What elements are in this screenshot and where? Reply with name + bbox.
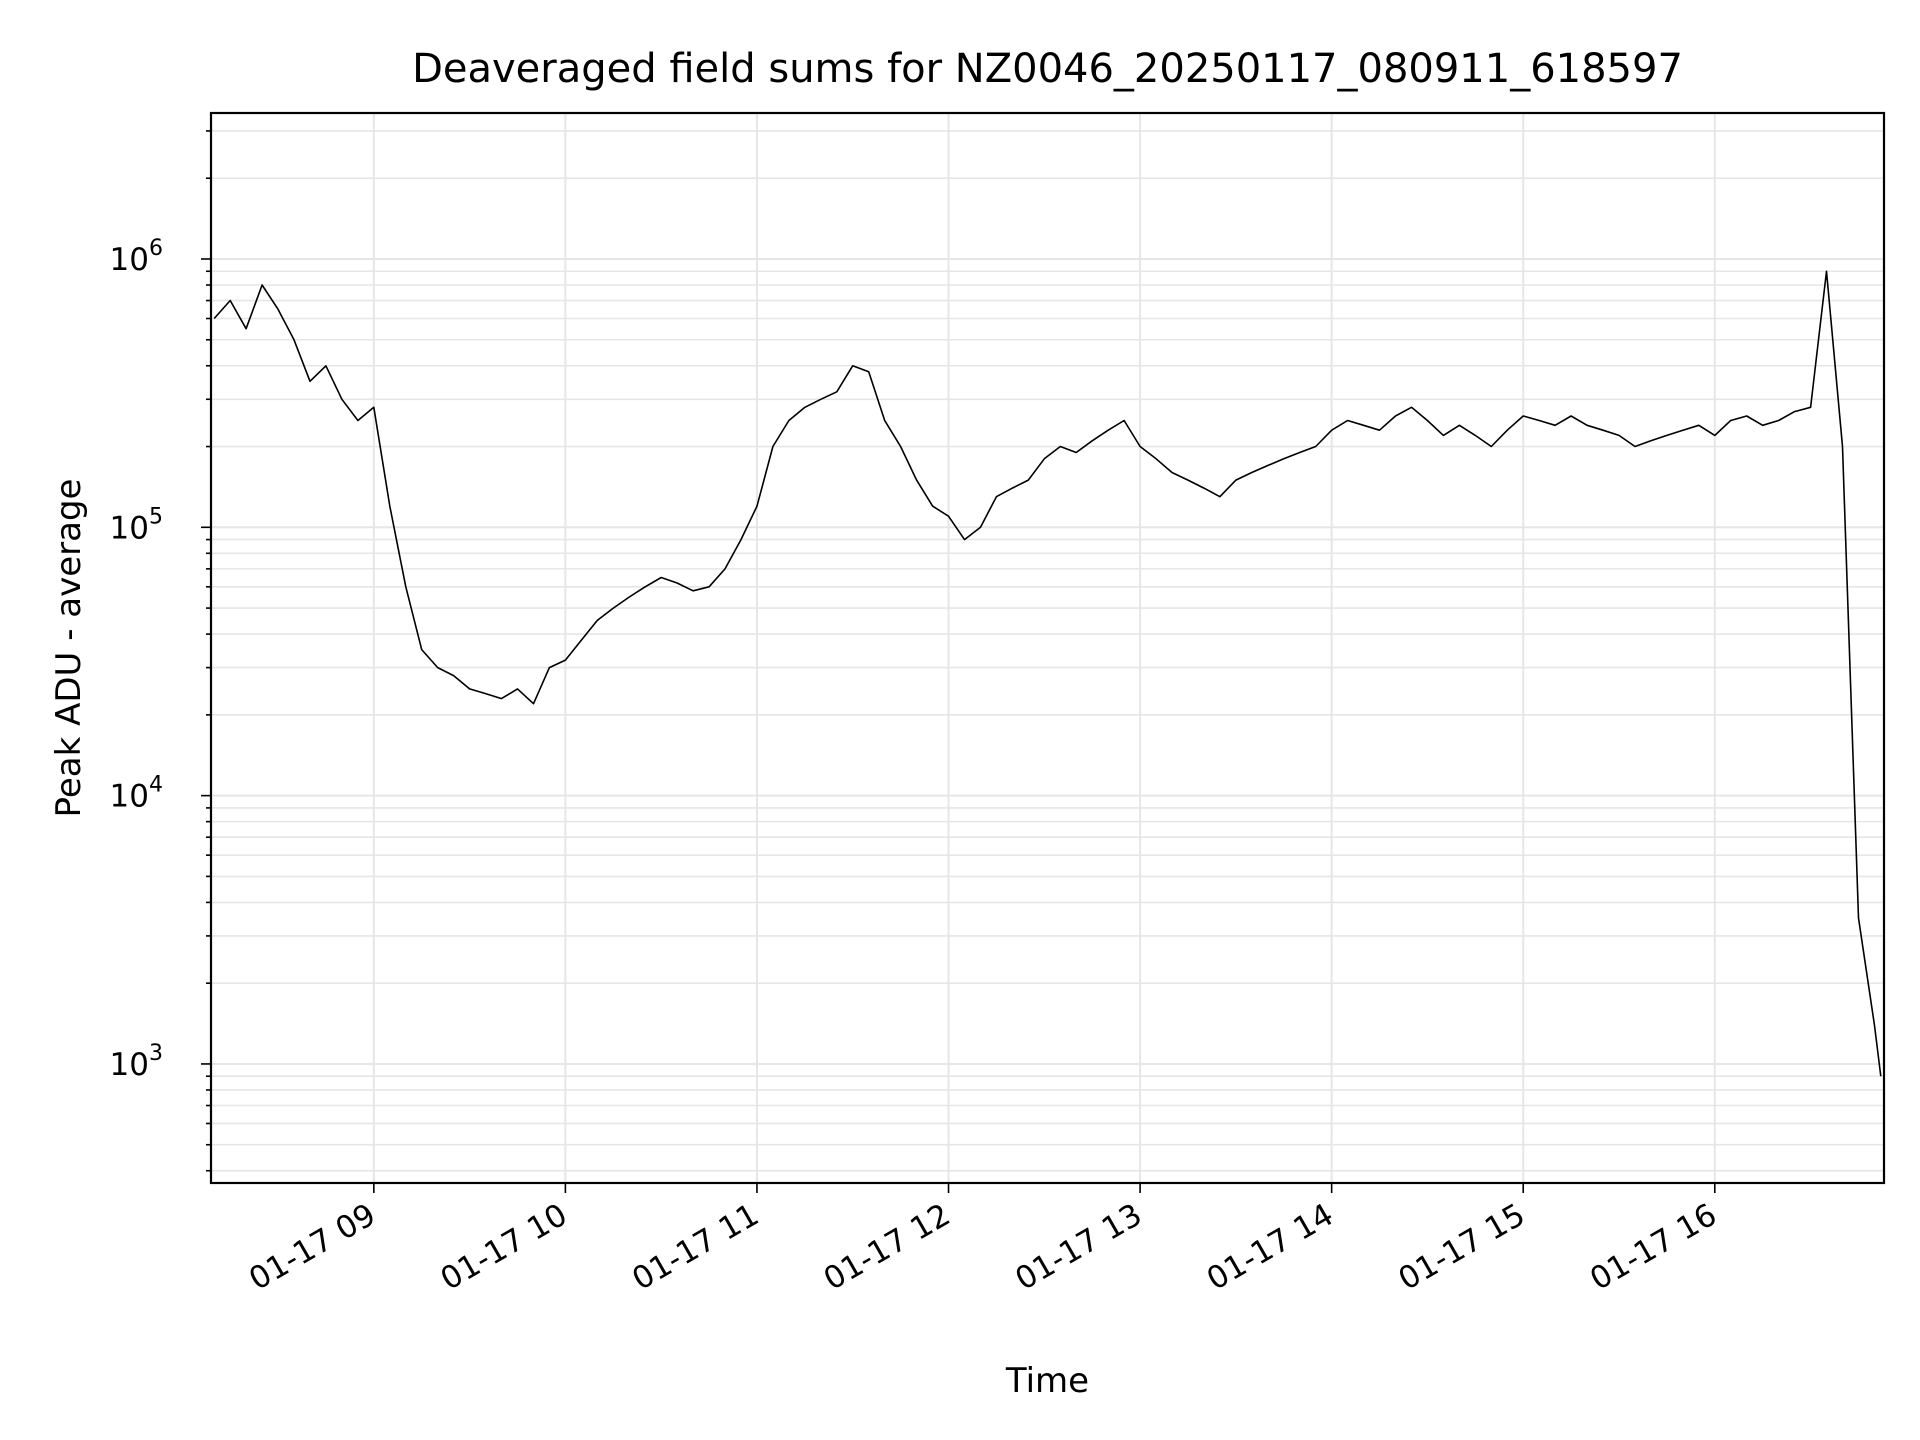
y-tick-label: 106	[110, 236, 163, 278]
x-axis-label: Time	[1005, 1361, 1089, 1401]
plot-frame	[209, 111, 1886, 1185]
grid-lines	[211, 113, 1884, 1183]
y-tick-label: 104	[110, 773, 163, 815]
data-layer	[213, 270, 1882, 1077]
chart-title: Deaveraged field sums for NZ0046_2025011…	[412, 46, 1683, 92]
y-axis-label: Peak ADU - average	[49, 479, 89, 818]
series-line-0	[213, 270, 1882, 1077]
